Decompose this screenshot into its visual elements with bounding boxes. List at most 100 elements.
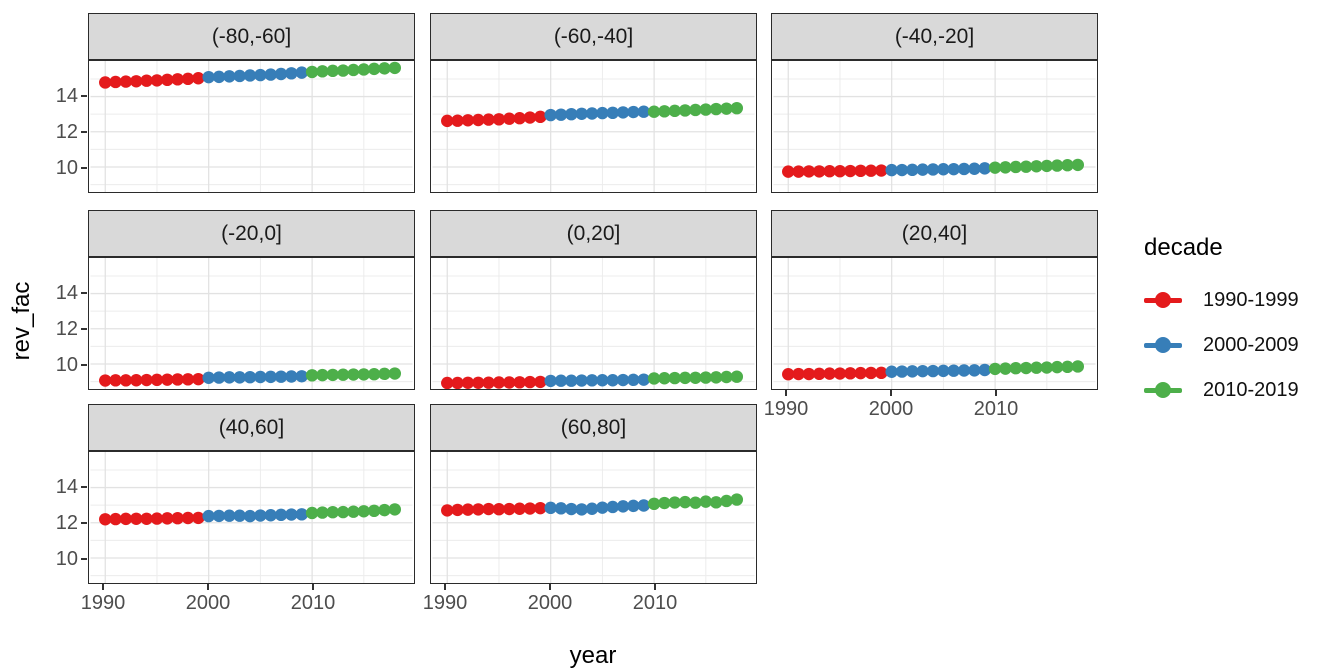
x-tick-label: 2010	[290, 592, 336, 614]
y-tick-label: 12	[55, 511, 78, 534]
series-2000-2009	[885, 162, 991, 177]
x-tick-mark	[102, 584, 105, 590]
x-tick-label: 2000	[185, 592, 231, 614]
y-tick-mark	[81, 130, 87, 133]
legend-entry-2010-2019: 2010-2019	[1144, 376, 1299, 404]
facet-(0,20]: (0,20]	[430, 210, 757, 390]
gridlines-minor	[432, 61, 755, 192]
x-tick-mark	[995, 390, 998, 396]
series-2010-2019	[988, 158, 1085, 174]
facet-strip-label: (60,80]	[430, 404, 757, 451]
series-2000-2009	[202, 370, 308, 384]
y-tick-label: 10	[55, 353, 78, 376]
legend-entry-1990-1999: 1990-1999	[1144, 286, 1299, 314]
y-tick-label: 14	[55, 476, 78, 499]
series-2000-2009	[544, 105, 650, 122]
facet-strip-label: (40,60]	[88, 404, 415, 451]
y-tick-mark	[81, 557, 87, 560]
facet-(-20,0]: (-20,0]	[88, 210, 415, 390]
series-2010-2019	[647, 493, 744, 511]
y-tick-label: 10	[55, 156, 78, 179]
facet-(60,80]: (60,80]	[430, 404, 757, 584]
gridlines-major	[432, 61, 755, 192]
legend-title: decade	[1144, 234, 1223, 261]
legend-entries: 1990-1999 2000-2009 2010-2019	[1144, 286, 1299, 404]
x-axis-title: year	[569, 642, 617, 669]
x-tick-mark	[312, 584, 315, 590]
gridlines-major	[90, 258, 413, 389]
series-1990-1999	[99, 511, 205, 526]
facet-panel	[430, 60, 757, 193]
x-tick-mark	[444, 584, 447, 590]
legend-key-icon	[1144, 286, 1182, 314]
y-tick-label: 12	[55, 317, 78, 340]
facet-(-60,-40]: (-60,-40]	[430, 13, 757, 193]
gridlines-major	[432, 452, 755, 583]
series-1990-1999	[441, 501, 547, 517]
legend-entry-label: 2000-2009	[1203, 333, 1299, 356]
x-tick-label: 2010	[632, 592, 678, 614]
gridlines-minor	[432, 258, 755, 389]
legend-key-dot	[1155, 382, 1171, 398]
x-tick-label: 2010	[973, 398, 1019, 420]
series-1990-1999	[99, 372, 205, 387]
facet-(20,40]: (20,40]	[771, 210, 1098, 390]
series-2000-2009	[885, 363, 991, 378]
gridlines-major	[432, 258, 755, 389]
y-tick-label: 14	[55, 282, 78, 305]
series-2010-2019	[305, 503, 402, 520]
y-tick-label: 10	[55, 547, 78, 570]
y-tick-mark	[81, 521, 87, 524]
y-tick-mark	[81, 486, 87, 489]
facet-panel	[430, 451, 757, 584]
x-tick-label: 1990	[80, 592, 126, 614]
facet-panel	[771, 60, 1098, 193]
legend-entry-label: 2010-2019	[1203, 378, 1299, 401]
y-tick-label: 12	[55, 120, 78, 143]
x-tick-mark	[890, 390, 893, 396]
y-tick-mark	[81, 292, 87, 295]
facet-panel	[430, 257, 757, 390]
legend: decade 1990-1999 2000-2009 2010-2019	[1144, 234, 1299, 421]
y-axis-title: rev_fac	[8, 281, 35, 361]
facet-strip-label: (-40,-20]	[771, 13, 1098, 60]
series-1990-1999	[782, 164, 888, 178]
facet-panel	[88, 257, 415, 390]
legend-key-dot	[1155, 292, 1171, 308]
x-tick-mark	[549, 584, 552, 590]
series-1990-1999	[441, 110, 547, 128]
facet-panel	[88, 60, 415, 193]
series-1990-1999	[782, 366, 888, 381]
series-2000-2009	[202, 66, 308, 84]
facet-(-40,-20]: (-40,-20]	[771, 13, 1098, 193]
series-2010-2019	[988, 360, 1085, 376]
gridlines-minor	[773, 258, 1096, 389]
x-tick-label: 2000	[868, 398, 914, 420]
x-tick-mark	[785, 390, 788, 396]
facet-panel	[771, 257, 1098, 390]
series-1990-1999	[441, 375, 547, 389]
y-tick-mark	[81, 327, 87, 330]
facet-strip-label: (-80,-60]	[88, 13, 415, 60]
legend-key-icon	[1144, 331, 1182, 359]
x-tick-label: 2000	[527, 592, 573, 614]
y-tick-mark	[81, 95, 87, 98]
series-2010-2019	[647, 101, 744, 118]
x-tick-mark	[207, 584, 210, 590]
series-2010-2019	[305, 367, 402, 382]
x-tick-label: 1990	[422, 592, 468, 614]
facet-strip-label: (-20,0]	[88, 210, 415, 257]
x-tick-mark	[654, 584, 657, 590]
series-2000-2009	[544, 373, 650, 388]
x-tick-label: 1990	[763, 398, 809, 420]
gridlines-minor	[432, 452, 755, 583]
facet-(-80,-60]: (-80,-60]	[88, 13, 415, 193]
facet-strip-label: (0,20]	[430, 210, 757, 257]
facet-(40,60]: (40,60]	[88, 404, 415, 584]
gridlines-minor	[90, 452, 413, 583]
y-tick-mark	[81, 166, 87, 169]
series-2010-2019	[647, 370, 744, 385]
series-2000-2009	[544, 499, 650, 516]
series-2000-2009	[202, 508, 308, 523]
